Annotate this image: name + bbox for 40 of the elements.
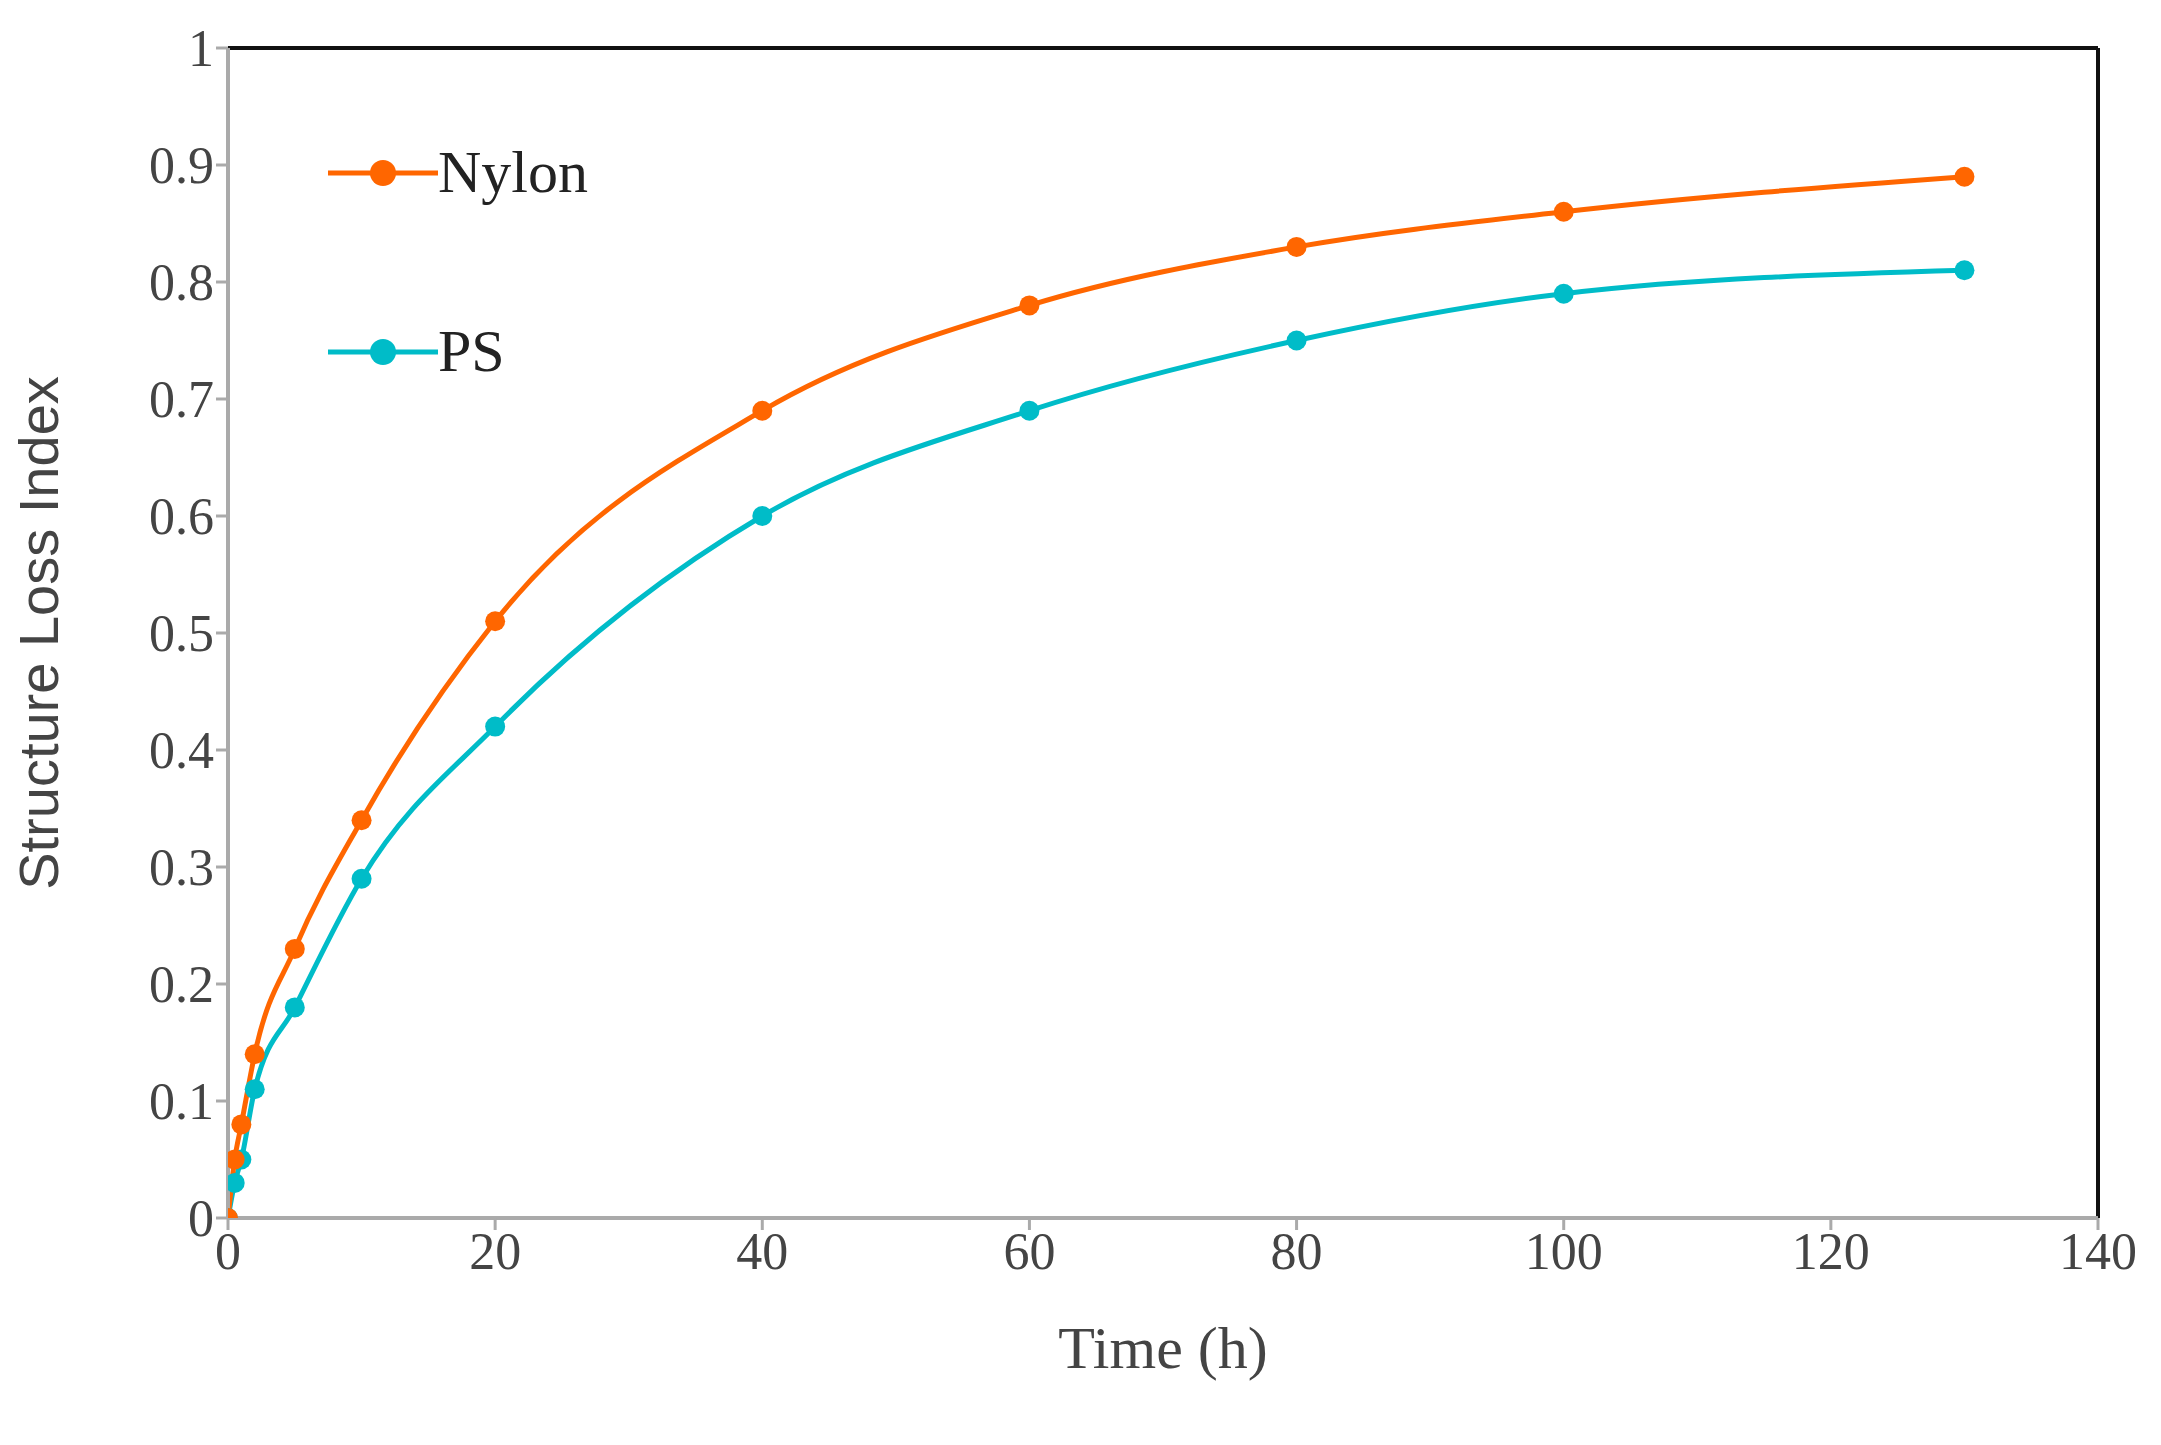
x-tick-label: 140 [2059,1222,2137,1280]
point [485,716,506,737]
x-tick-label: 20 [469,1222,522,1280]
y-tick-label: 0.3 [149,839,214,897]
x-tick-label: 80 [1270,1222,1323,1280]
point [1954,166,1975,187]
point [244,1044,265,1065]
point [231,1114,252,1135]
point [752,506,773,526]
point [1019,400,1040,421]
legend-label: Nylon [438,138,588,207]
y-tick-label: 0.2 [149,956,214,1014]
point [351,868,372,889]
y-tick-label: 0.9 [149,137,214,195]
point [752,400,773,421]
y-tick-label: 0.1 [149,1073,214,1131]
point [1553,283,1574,304]
legend-label: PS [438,317,505,386]
point [351,810,372,831]
x-tick-label: 120 [1791,1222,1870,1280]
x-tick-label: 40 [736,1222,789,1280]
y-tick-label: 1 [188,20,214,78]
point [1286,330,1307,351]
y-axis-title: Structure Loss Index [6,376,70,890]
point [284,938,305,959]
point [1019,295,1040,316]
y-tick-label: 0.5 [149,605,214,663]
point [485,611,506,632]
point [1553,201,1574,222]
x-tick-label: 60 [1003,1222,1056,1280]
y-tick-label: 0.6 [149,488,214,546]
x-tick-label: 100 [1524,1222,1603,1280]
point [1954,260,1975,281]
point [284,997,305,1018]
y-tick-label: 0.4 [149,722,214,780]
x-axis-title: Time (h) [1058,1315,1268,1381]
y-tick-label: 0.8 [149,254,214,312]
point [1286,236,1307,257]
point [244,1079,265,1100]
y-tick-label: 0.7 [149,371,214,429]
